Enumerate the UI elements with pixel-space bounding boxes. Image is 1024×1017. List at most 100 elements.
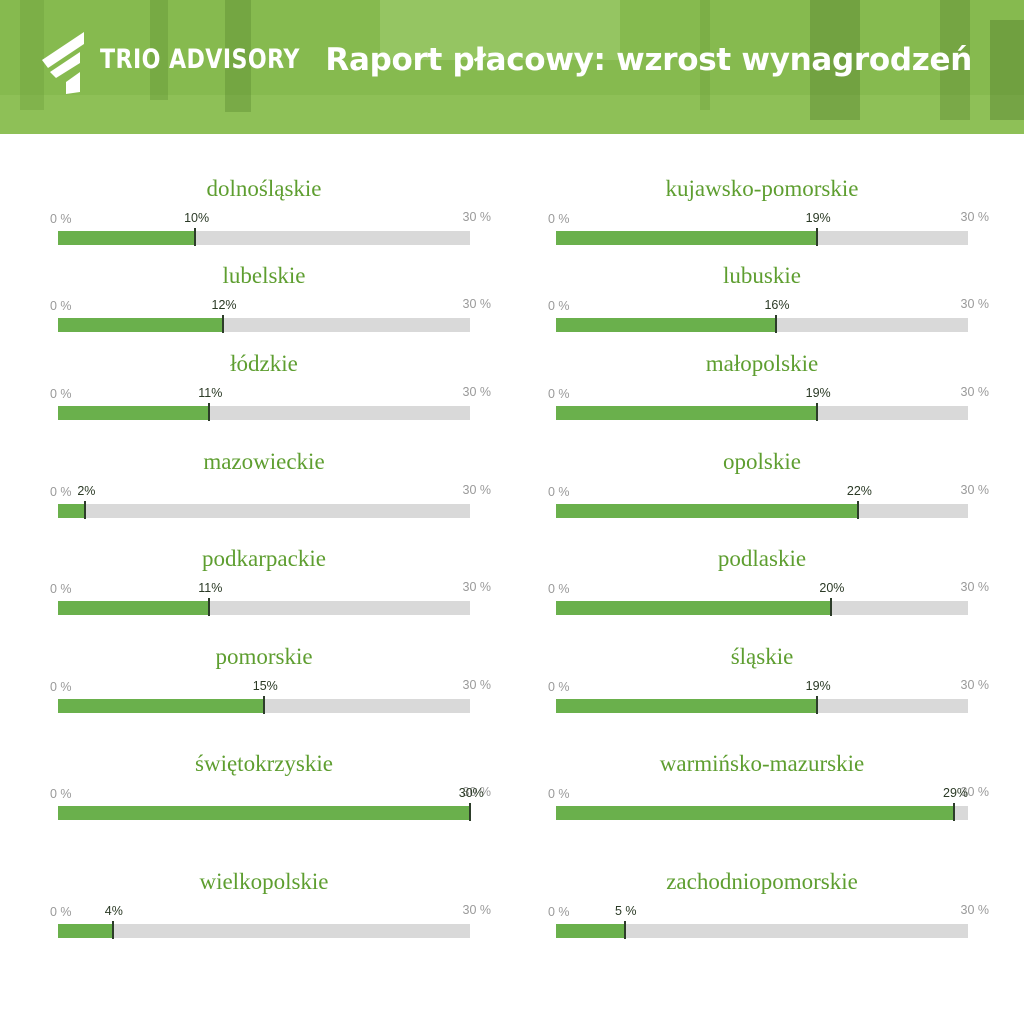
bar-value-label: 19% xyxy=(805,386,831,400)
region-name-label: podkarpackie xyxy=(202,546,326,571)
bar-track xyxy=(556,601,968,615)
axis-min-label: 0 % xyxy=(548,905,570,919)
region-name-label: lubuskie xyxy=(723,263,801,288)
header-banner: TRIO ADVISORY Raport płacowy: wzrost wyn… xyxy=(0,0,1024,134)
axis-min-label: 0 % xyxy=(50,387,72,401)
region-name-label: warmińsko-mazurskie xyxy=(659,751,865,776)
bar-fill xyxy=(556,504,859,518)
bar-fill xyxy=(58,504,86,518)
bar-value-label: 15% xyxy=(252,679,278,693)
axis-max-label: 30 % xyxy=(462,678,492,692)
bar-fill xyxy=(58,318,223,332)
region-name-label: śląskie xyxy=(730,644,794,669)
region-bar-group: świętokrzyskie 0 % 30 % 30% xyxy=(50,751,491,821)
bar-value-label: 2% xyxy=(77,484,96,498)
axis-min-label: 0 % xyxy=(50,582,72,596)
bar-fill xyxy=(58,806,470,820)
bar-value-label: 10% xyxy=(184,211,210,225)
axis-min-label: 0 % xyxy=(50,680,72,694)
axis-max-label: 30 % xyxy=(960,903,990,917)
bar-track xyxy=(556,504,968,518)
bar-value-marker xyxy=(815,228,818,246)
region-name-label: wielkopolskie xyxy=(199,869,329,894)
bar-value-marker xyxy=(208,403,211,421)
bar-track xyxy=(556,806,968,820)
region-name-label: łódzkie xyxy=(230,351,298,376)
bar-value-label: 4% xyxy=(104,904,123,918)
bar-track xyxy=(58,806,470,820)
bar-fill xyxy=(556,318,776,332)
bar-value-marker xyxy=(829,598,832,616)
bar-value-marker xyxy=(84,501,87,519)
axis-min-label: 0 % xyxy=(50,212,72,226)
axis-min-label: 0 % xyxy=(548,680,570,694)
axis-min-label: 0 % xyxy=(50,905,72,919)
region-bar-group: śląskie 0 % 30 % 19% xyxy=(548,644,989,714)
bar-value-label: 30% xyxy=(458,786,484,800)
axis-min-label: 0 % xyxy=(548,299,570,313)
bar-value-label: 12% xyxy=(211,298,237,312)
bar-track xyxy=(58,406,470,420)
bar-track xyxy=(556,699,968,713)
bar-value-marker xyxy=(194,228,197,246)
bar-value-marker xyxy=(953,803,956,821)
bar-value-label: 11% xyxy=(198,581,223,595)
axis-max-label: 30 % xyxy=(462,297,492,311)
bar-fill xyxy=(58,231,196,245)
brand-name: TRIO ADVISORY xyxy=(100,44,300,75)
bar-value-label: 11% xyxy=(198,386,223,400)
header-background-photo xyxy=(0,0,1024,134)
axis-max-label: 30 % xyxy=(462,903,492,917)
bar-value-label: 20% xyxy=(819,581,845,595)
bar-fill xyxy=(556,406,817,420)
axis-max-label: 30 % xyxy=(462,785,492,799)
region-name-label: dolnośląskie xyxy=(206,176,322,201)
region-bar-group: podkarpackie 0 % 30 % 11% xyxy=(50,546,491,616)
axis-max-label: 30 % xyxy=(960,297,990,311)
bar-value-label: 19% xyxy=(805,211,831,225)
region-bar-group: wielkopolskie 0 % 30 % 4% xyxy=(50,869,491,939)
bar-fill xyxy=(58,601,210,615)
region-name-label: opolskie xyxy=(723,449,801,474)
axis-min-label: 0 % xyxy=(548,212,570,226)
bar-value-label: 29% xyxy=(943,786,969,800)
bar-value-marker xyxy=(774,315,777,333)
axis-max-label: 30 % xyxy=(462,580,492,594)
bar-value-marker xyxy=(263,696,265,714)
bar-track xyxy=(58,231,470,245)
axis-max-label: 30 % xyxy=(960,785,990,799)
bar-value-marker xyxy=(221,315,224,333)
axis-max-label: 30 % xyxy=(960,678,990,692)
region-name-label: lubelskie xyxy=(222,263,306,288)
page-title: Raport płacowy: wzrost wynagrodzeń xyxy=(325,42,972,78)
region-bar-group: mazowieckie 0 % 30 % 2% xyxy=(50,449,491,519)
axis-min-label: 0 % xyxy=(50,485,72,499)
axis-max-label: 30 % xyxy=(960,385,990,399)
region-name-label: podlaskie xyxy=(717,546,807,571)
bar-track xyxy=(556,318,968,332)
region-bar-group: pomorskie 0 % 30 % 15% xyxy=(50,644,491,714)
region-bar-group: podlaskie 0 % 30 % 20% xyxy=(548,546,989,616)
region-name-label: świętokrzyskie xyxy=(195,751,333,776)
trio-advisory-logo-icon xyxy=(42,32,84,94)
bar-value-marker xyxy=(208,598,211,616)
bar-track xyxy=(58,504,470,518)
axis-max-label: 30 % xyxy=(960,483,990,497)
region-bar-group: kujawsko-pomorskie 0 % 30 % 19% xyxy=(548,176,989,246)
bar-fill xyxy=(58,924,113,938)
bar-value-label: 19% xyxy=(805,679,831,693)
axis-max-label: 30 % xyxy=(462,385,492,399)
bar-value-marker xyxy=(815,696,818,714)
axis-max-label: 30 % xyxy=(462,210,492,224)
bar-fill xyxy=(556,699,817,713)
region-bar-group: łódzkie 0 % 30 % 11% xyxy=(50,351,491,421)
bar-track xyxy=(556,406,968,420)
axis-min-label: 0 % xyxy=(548,582,570,596)
bar-value-marker xyxy=(815,403,818,421)
axis-min-label: 0 % xyxy=(548,485,570,499)
region-bar-group: zachodniopomorskie 0 % 30 % 5 % xyxy=(548,869,989,939)
region-name-label: kujawsko-pomorskie xyxy=(665,176,859,201)
bar-value-marker xyxy=(857,501,860,519)
bar-fill xyxy=(58,406,210,420)
bar-track xyxy=(556,924,968,938)
